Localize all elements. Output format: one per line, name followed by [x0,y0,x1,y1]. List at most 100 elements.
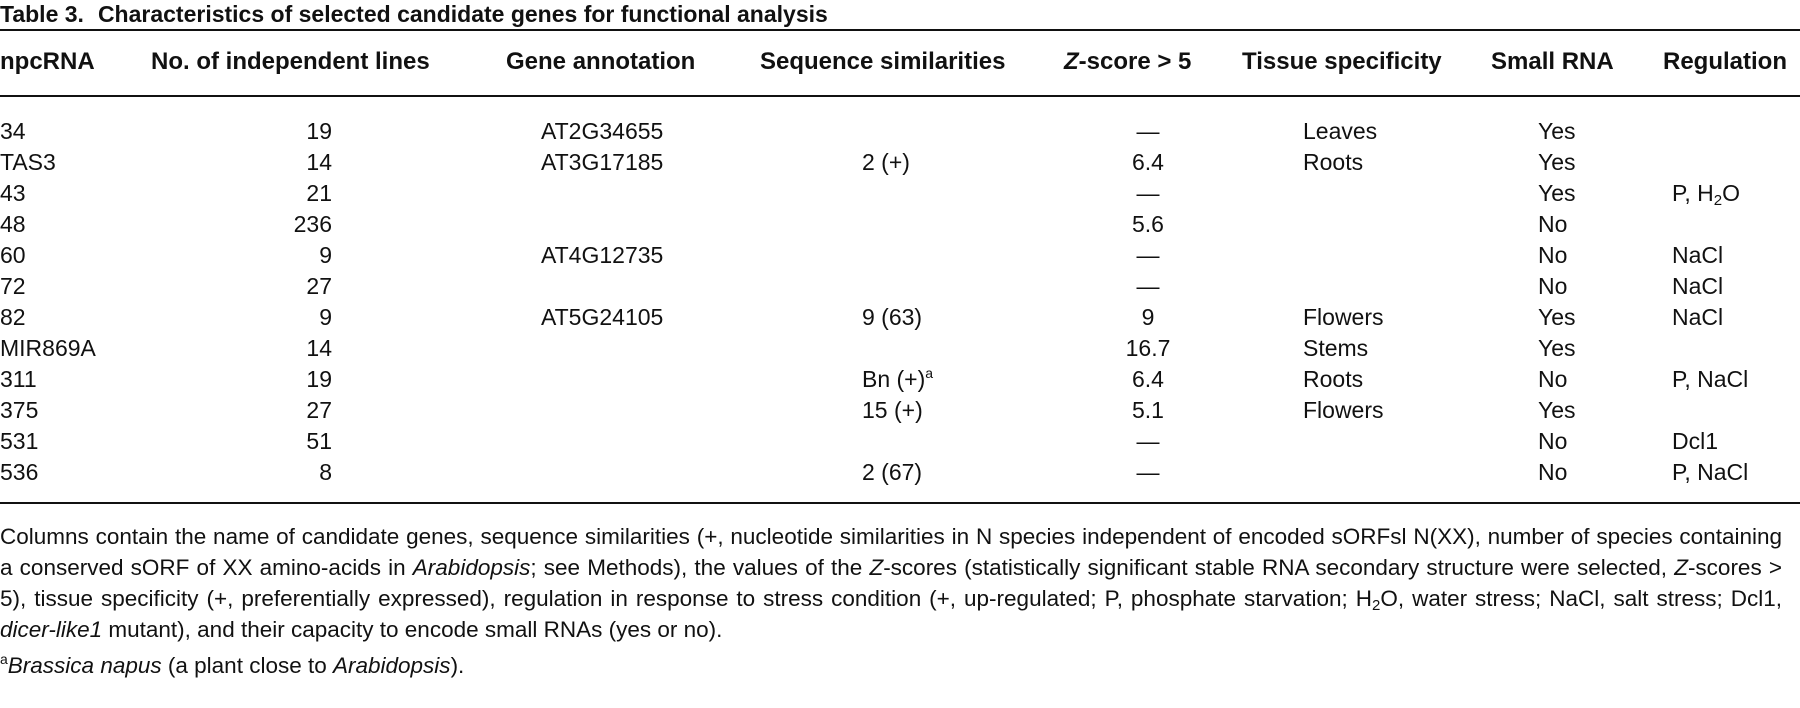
table-row: 60 9 AT4G12735 — No NaCl [0,240,1800,271]
cell-lines: 27 [306,397,332,423]
cell-small-rna: No [1538,273,1568,299]
cell-small-rna: Yes [1538,335,1576,361]
cell-tissue: Leaves [1303,118,1378,144]
footnote-a-marker: a [0,651,8,667]
cell-regulation: NaCl [1672,302,1723,333]
cell-zscore: 16.7 [1125,335,1171,361]
cell-npcrna: 48 [0,211,26,237]
cell-reg-text-end: O [1722,180,1741,206]
header-npcrna: npcRNA [0,48,95,75]
cell-sequence-similarities: 2 (67) [862,457,922,488]
table-row: 34 19 AT2G34655 — Leaves Yes [0,116,1800,147]
cell-lines: 19 [306,366,332,392]
cell-reg-subscript: 2 [1713,192,1723,209]
footnote-text-2: ; see Methods), the values of the [530,555,870,580]
cell-gene-annotation: AT5G24105 [541,304,664,330]
cell-npcrna: 82 [0,304,26,330]
cell-small-rna: No [1538,366,1568,392]
cell-npcrna: TAS3 [0,149,56,175]
table-footnote: Columns contain the name of candidate ge… [0,521,1782,645]
cell-zscore: 6.4 [1132,149,1164,175]
cell-reg-text: Dcl1 [1672,428,1719,454]
cell-npcrna: 531 [0,428,39,454]
cell-npcrna: 536 [0,459,39,485]
cell-npcrna: MIR869A [0,335,96,361]
cell-reg-text: NaCl [1672,273,1724,299]
top-rule [0,29,1800,31]
table-row: 531 51 — No Dcl1 [0,426,1800,457]
cell-lines: 19 [306,118,332,144]
cell-lines: 9 [319,304,332,330]
cell-sequence-similarities: 2 (+) [862,147,910,178]
cell-small-rna: No [1538,242,1568,268]
header-reg: Regulation [1663,48,1787,75]
header-tissue: Tissue specificity [1242,48,1442,75]
cell-zscore: — [1136,242,1160,268]
table-row: 311 19 Bn (+)a 6.4 Roots No P, NaCl [0,364,1800,395]
cell-reg-text: NaCl [1672,304,1724,330]
cell-seq-text: 9 (63) [862,304,923,330]
cell-tissue: Roots [1303,366,1364,392]
cell-small-rna: Yes [1538,304,1576,330]
cell-gene-annotation: AT4G12735 [541,242,664,268]
cell-sequence-similarities: 9 (63) [862,302,922,333]
header-zscore: Z-score > 5 [1064,48,1191,76]
cell-npcrna: 60 [0,242,26,268]
cell-seq-text: 2 (67) [862,459,923,485]
cell-gene-annotation: AT2G34655 [541,118,664,144]
cell-regulation: Dcl1 [1672,426,1718,457]
cell-small-rna: Yes [1538,118,1576,144]
cell-npcrna: 375 [0,397,39,423]
header-seq: Sequence similarities [760,48,1006,75]
cell-zscore: — [1136,459,1160,485]
footnote-text-6: mutant), and their capacity to encode sm… [102,617,723,642]
bottom-rule [0,502,1800,504]
cell-sequence-similarities: Bn (+)a [862,364,933,395]
table-row: 72 27 — No NaCl [0,271,1800,302]
cell-zscore: 5.6 [1132,211,1164,237]
table-body: 34 19 AT2G34655 — Leaves Yes TAS3 14 AT3G17185 2 … [0,116,1800,488]
cell-tissue: Roots [1303,149,1364,175]
cell-tissue: Flowers [1303,397,1384,423]
cell-regulation: P, H2O [1672,178,1740,209]
header-small: Small RNA [1491,48,1614,75]
cell-reg-text: P, H [1672,180,1714,206]
table-row: 48 236 5.6 No [0,209,1800,240]
cell-small-rna: Yes [1538,180,1576,206]
cell-small-rna: Yes [1538,149,1576,175]
footnote-a-end: ). [450,653,465,678]
cell-lines: 236 [293,211,332,237]
cell-zscore: 5.1 [1132,397,1164,423]
footnote-text-1: Columns contain the name of candidate ge… [0,524,1782,580]
footnote-a-text: (a plant close to [161,653,333,678]
cell-regulation: P, NaCl [1672,364,1748,395]
cell-seq-text: 2 (+) [862,149,910,175]
footnote-italic-2: Z [869,555,884,580]
footnote-subscript: 2 [1372,597,1381,614]
cell-npcrna: 43 [0,180,26,206]
table-caption: Table 3. Characteristics of selected cand… [0,0,828,30]
cell-seq-footnote-marker: a [925,365,934,381]
cell-npcrna: 72 [0,273,26,299]
table-row: TAS3 14 AT3G17185 2 (+) 6.4 Roots Yes [0,147,1800,178]
cell-regulation: NaCl [1672,240,1723,271]
header-rule [0,95,1800,97]
cell-seq-text: 15 (+) [862,397,923,423]
cell-regulation: P, NaCl [1672,457,1748,488]
cell-tissue: Flowers [1303,304,1384,330]
table-row: 43 21 — Yes P, H2O [0,178,1800,209]
table-footnote-a: aBrassica napus (a plant close to Arabid… [0,650,464,681]
cell-zscore: — [1136,273,1160,299]
cell-zscore: — [1136,180,1160,206]
cell-regulation: NaCl [1672,271,1723,302]
cell-lines: 51 [306,428,332,454]
table-row: MIR869A 14 16.7 Stems Yes [0,333,1800,364]
footnote-text-4: -scores > 5), tissue specificity (+, pre… [0,555,1783,611]
cell-lines: 8 [319,459,332,485]
cell-small-rna: No [1538,211,1568,237]
cell-lines: 9 [319,242,332,268]
header-gene: Gene annotation [506,48,696,75]
table-row: 82 9 AT5G24105 9 (63) 9 Flowers Yes NaCl [0,302,1800,333]
cell-reg-text: NaCl [1672,242,1724,268]
footnote-text-5: O, water stress; NaCl, salt stress; Dcl1… [1380,586,1782,611]
